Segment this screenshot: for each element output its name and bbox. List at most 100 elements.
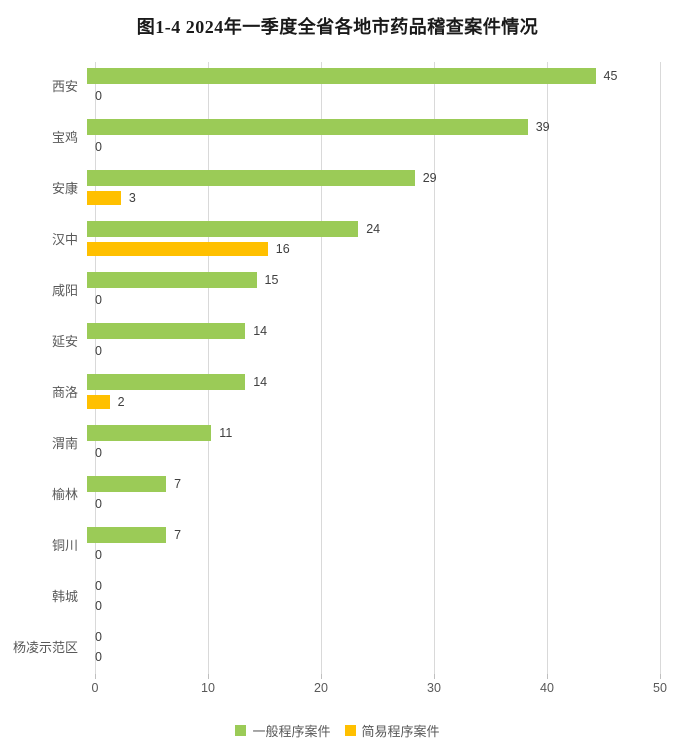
category-row: 咸阳 15 0 <box>0 266 675 317</box>
category-row: 商洛 14 2 <box>0 368 675 419</box>
bar-simple <box>87 242 268 256</box>
category-label: 汉中 <box>51 232 78 248</box>
data-label-simple: 0 <box>95 344 102 358</box>
category-row: 渭南 11 0 <box>0 419 675 470</box>
data-label-general: 7 <box>174 528 182 542</box>
legend-swatch-general <box>235 725 247 736</box>
data-label-simple: 0 <box>95 548 102 562</box>
bar-line-simple: 3 <box>87 191 652 205</box>
data-label-simple: 0 <box>95 599 102 613</box>
legend-item-general: 一般程序案件 <box>235 721 331 740</box>
category-label: 西安 <box>51 79 78 95</box>
data-label-general: 24 <box>366 222 381 236</box>
category-row: 延安 14 0 <box>0 317 675 368</box>
bar-line-general: 14 <box>87 323 652 339</box>
legend-swatch-simple <box>344 725 356 736</box>
bar-line-general: 7 <box>87 527 652 543</box>
category-row: 榆林 7 0 <box>0 470 675 521</box>
bar-general <box>87 425 212 441</box>
bar-line-simple: 0 <box>87 140 652 154</box>
x-axis-tick-label: 40 <box>540 681 554 695</box>
bar-line-simple: 0 <box>87 599 652 613</box>
bar-line-simple: 16 <box>87 242 652 256</box>
bar-line-general: 29 <box>87 170 652 186</box>
category-label: 韩城 <box>51 589 78 605</box>
category-label: 延安 <box>51 334 78 350</box>
category-label: 咸阳 <box>51 283 78 299</box>
bar-simple <box>87 395 110 409</box>
bar-line-simple: 2 <box>87 395 652 409</box>
bar-line-simple: 0 <box>87 89 652 103</box>
bars-cell: 15 0 <box>87 266 652 317</box>
data-label-general: 39 <box>535 120 550 134</box>
legend-item-simple: 简易程序案件 <box>344 721 440 740</box>
bar-line-simple: 0 <box>87 344 652 358</box>
x-axis-tick-label: 10 <box>201 681 215 695</box>
bar-rows: 西安 45 0 宝鸡 39 0 安康 29 3 汉中 24 16 咸阳 15 0 延安 14 0 商洛 14 2 渭南 11… <box>0 62 675 674</box>
gridline <box>547 62 548 674</box>
bar-line-general: 0 <box>87 629 652 645</box>
category-row: 杨凌示范区 0 0 <box>0 623 675 674</box>
x-axis: 0 10 20 30 40 50 <box>91 681 667 697</box>
category-label: 宝鸡 <box>51 130 78 146</box>
bar-line-simple: 0 <box>87 446 652 460</box>
bar-general <box>87 272 257 288</box>
bar-simple <box>87 191 121 205</box>
data-label-general: 45 <box>603 69 618 83</box>
data-label-general: 0 <box>95 579 102 593</box>
bar-general <box>87 68 596 84</box>
category-label: 商洛 <box>51 385 78 401</box>
bar-line-general: 0 <box>87 578 652 594</box>
legend: 一般程序案件 简易程序案件 <box>0 721 675 740</box>
bars-cell: 24 16 <box>87 215 652 266</box>
bar-line-simple: 0 <box>87 293 652 307</box>
category-row: 汉中 24 16 <box>0 215 675 266</box>
data-label-simple: 16 <box>275 242 290 256</box>
bars-cell: 45 0 <box>87 62 652 113</box>
category-label: 铜川 <box>51 538 78 554</box>
axis-tick-mark <box>95 674 96 679</box>
legend-label-general: 一般程序案件 <box>252 724 331 739</box>
bar-general <box>87 323 246 339</box>
x-axis-tick-label: 0 <box>91 681 99 695</box>
bar-general <box>87 374 246 390</box>
bars-cell: 29 3 <box>87 164 652 215</box>
gridline <box>434 62 435 674</box>
axis-tick-mark <box>434 674 435 679</box>
bar-general <box>87 221 359 237</box>
data-label-simple: 0 <box>95 446 102 460</box>
bar-line-simple: 0 <box>87 548 652 562</box>
gridline <box>95 62 96 674</box>
axis-tick-mark <box>208 674 209 679</box>
bar-line-general: 39 <box>87 119 652 135</box>
bar-general <box>87 119 528 135</box>
bar-line-general: 14 <box>87 374 652 390</box>
axis-tick-mark <box>321 674 322 679</box>
gridline <box>321 62 322 674</box>
chart-title: 图1-4 2024年一季度全省各地市药品稽查案件情况 <box>136 17 539 37</box>
plot-area: 西安 45 0 宝鸡 39 0 安康 29 3 汉中 24 16 咸阳 15 0 延安 14 0 商洛 14 2 渭南 11… <box>0 62 675 679</box>
data-label-simple: 0 <box>95 140 102 154</box>
x-axis-tick-label: 30 <box>427 681 441 695</box>
data-label-general: 14 <box>253 324 268 338</box>
data-label-general: 7 <box>174 477 182 491</box>
bar-general <box>87 170 415 186</box>
bar-line-general: 24 <box>87 221 652 237</box>
data-label-simple: 0 <box>95 293 102 307</box>
data-label-simple: 0 <box>95 497 102 511</box>
gridlines <box>95 62 661 679</box>
category-row: 韩城 0 0 <box>0 572 675 623</box>
data-label-simple: 0 <box>95 650 102 664</box>
bar-line-general: 7 <box>87 476 652 492</box>
category-label: 渭南 <box>51 436 78 452</box>
gridline <box>208 62 209 674</box>
gridline <box>660 62 661 674</box>
bar-line-general: 15 <box>87 272 652 288</box>
x-axis-tick-label: 20 <box>314 681 328 695</box>
bar-line-general: 11 <box>87 425 652 441</box>
axis-tick-mark <box>547 674 548 679</box>
bars-cell: 14 0 <box>87 317 652 368</box>
